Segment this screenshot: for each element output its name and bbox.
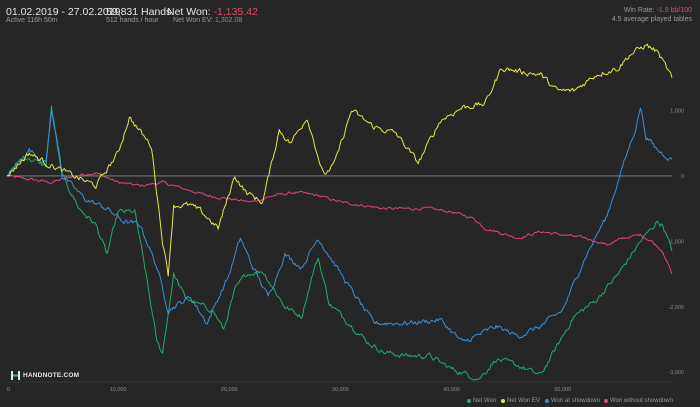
net-won-ev-value: 1,302.08 [215,17,243,24]
legend-label: Won without showdown [610,398,673,404]
handnote-logo-text-b: NOTE.COM [42,372,80,379]
legend-label: Net Won [473,398,497,404]
legend-label: Won at showdown [551,398,600,404]
series-line-showdown [6,107,673,342]
x-tick-label: 50,000 [554,387,571,393]
net-won: Net Won: -1,135.42 [167,6,258,18]
hands-count: 59,831 Hands [106,6,172,18]
legend-dot-icon [545,399,549,403]
y-tick-label: -3,000 [668,370,684,376]
date-range[interactable]: 01.02.2019 - 27.02.2019 [6,6,121,18]
x-tick-label: 30,000 [332,387,349,393]
handnote-logo-text-a: HAND [23,372,43,379]
legend-dot-icon [467,399,471,403]
legend-dot-icon [501,399,505,403]
average-tables: 4.5 average played tables [611,16,692,23]
win-rate-value: -1.9 bb/100 [656,7,692,14]
legend-item-net-won[interactable]: Net Won [467,398,496,404]
net-won-label: Net Won: [167,6,211,18]
series-line-net-won [6,105,673,381]
legend-dot-icon [604,399,608,403]
win-rate: Win Rate: -1.9 bb/100 [624,7,692,14]
y-tick-label: 0 [681,174,684,180]
series-line-net-won-ev [6,43,673,277]
y-tick-label: 1,000 [670,109,684,115]
handnote-logo: HAND NOTE.COM [11,371,79,380]
legend-item-won-without-showdown[interactable]: Won without showdown [604,398,673,404]
x-tick-label: 40,000 [443,387,460,393]
net-won-ev-label: Net Won EV: [173,17,214,24]
y-tick-label: -1,000 [668,239,684,245]
hands-per-hour: 512 hands / hour [106,17,159,24]
x-tick-label: 0 [7,387,10,393]
header: 01.02.2019 - 27.02.2019 Active 116h 50m … [0,0,700,30]
legend-label: Net Won EV [507,398,540,404]
handnote-logo-icon [11,371,20,380]
y-tick-label: -2,000 [668,305,684,311]
chart-legend: Net Won Net Won EV Won at showdown Won w… [0,398,700,407]
legend-item-net-won-ev[interactable]: Net Won EV [501,398,540,404]
series-line-non-showdown [6,172,673,275]
legend-item-won-at-showdown[interactable]: Won at showdown [545,398,600,404]
net-won-ev: Net Won EV: 1,302.08 [173,17,242,24]
x-tick-label: 10,000 [110,387,127,393]
active-time: Active 116h 50m [6,17,58,24]
win-rate-label: Win Rate: [623,7,655,14]
net-won-value: -1,135.42 [213,6,258,18]
x-tick-label: 20,000 [221,387,238,393]
